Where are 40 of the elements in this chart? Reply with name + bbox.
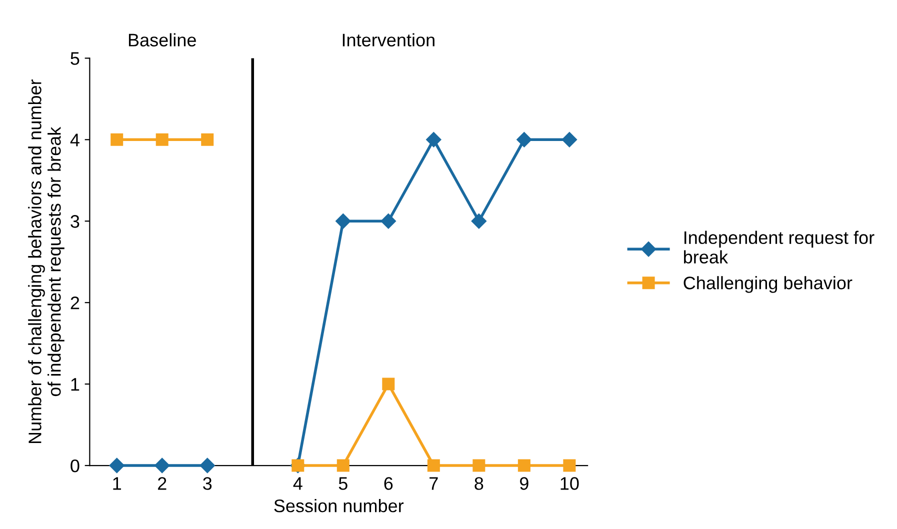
point (382, 378, 395, 390)
y-tick-label: 5 (70, 52, 80, 65)
point (380, 214, 396, 229)
point (156, 133, 168, 146)
point (154, 458, 170, 474)
point (472, 459, 486, 472)
legend-label: Challenging behavior (684, 276, 852, 293)
point (110, 133, 124, 146)
point (471, 214, 486, 229)
text: Intervention (342, 33, 434, 46)
legend-label: Independent request for break (684, 230, 874, 264)
x-tick-label: 6 (384, 477, 393, 490)
point (427, 459, 440, 472)
x-tick-label: 1 (113, 477, 121, 490)
point (426, 132, 442, 148)
text: Baseline (128, 33, 196, 46)
x-tick-label: 4 (293, 477, 302, 490)
y-tick-label: 1 (71, 378, 80, 391)
x-tick-label: 3 (203, 477, 212, 490)
point (562, 132, 577, 148)
point (563, 459, 576, 472)
y-tick-label: 0 (70, 459, 80, 472)
point (516, 132, 532, 148)
x-tick-label: 2 (158, 477, 166, 490)
x-tick-label: 5 (338, 477, 348, 490)
x-tick-label: 7 (430, 477, 438, 490)
x-tick-label: 9 (520, 477, 528, 490)
y-tick-label: 3 (70, 215, 80, 228)
point (518, 459, 530, 472)
point (336, 214, 351, 229)
y-axis-title: Number of challenging behaviors and number of independent requests for break (28, 79, 64, 444)
x-tick-label: 10 (560, 477, 579, 490)
x-tick-label: 8 (474, 477, 484, 490)
x-axis-title: Session number (274, 499, 404, 512)
point (336, 459, 350, 472)
y-tick-label: 4 (70, 134, 80, 146)
y-tick-label: 2 (70, 296, 80, 310)
point (109, 458, 124, 474)
point (201, 133, 214, 146)
point (200, 458, 215, 474)
